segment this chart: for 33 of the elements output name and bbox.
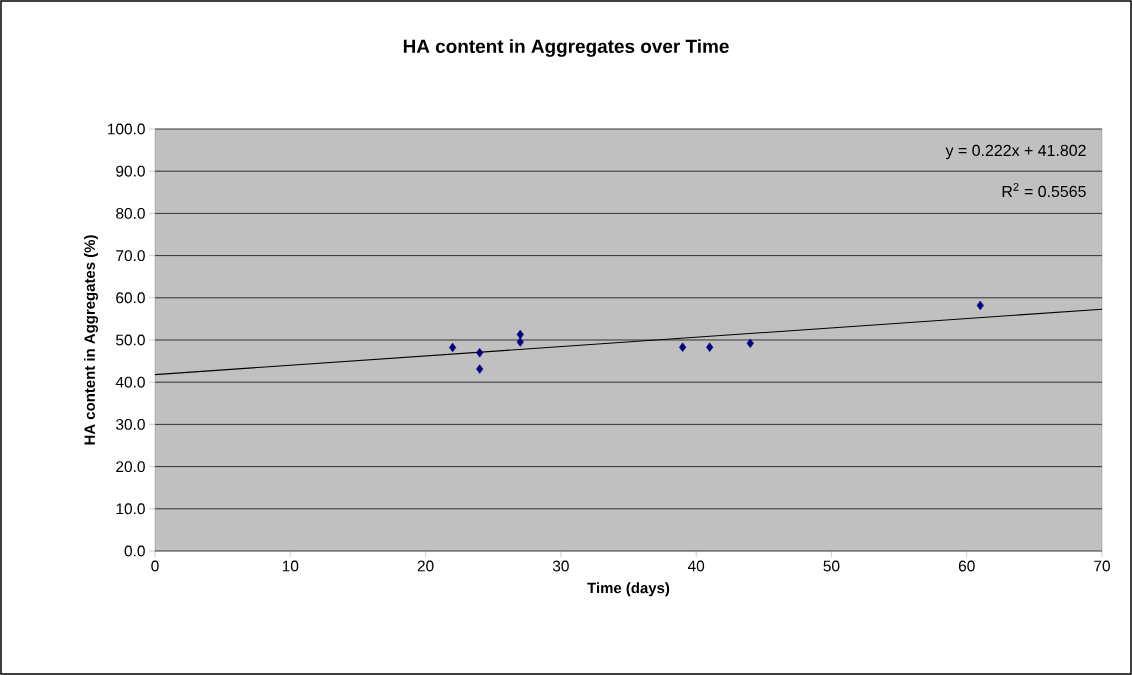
point xyxy=(449,342,457,353)
x-tick-label: 70 xyxy=(1094,560,1110,572)
y-tick-label: 40.0 xyxy=(115,376,145,388)
x-tick-label: 40 xyxy=(687,560,705,572)
point xyxy=(679,342,687,352)
x-tick-label: 0 xyxy=(151,560,159,572)
point xyxy=(476,347,484,358)
x-tick-label: 30 xyxy=(552,560,569,572)
annotation: R$^{2}$ = 0.5565 xyxy=(1002,182,1086,198)
point xyxy=(976,300,984,311)
y-tick-label: 100.0 xyxy=(108,123,145,135)
y-axis-title: HA content in Aggregates (%) xyxy=(84,235,98,445)
x-tick-label: 50 xyxy=(823,560,840,572)
point xyxy=(706,342,714,352)
y-tick-label: 0.0 xyxy=(124,545,145,557)
y-tick-label: 70.0 xyxy=(116,250,145,262)
point xyxy=(516,337,524,347)
y-tick-label: 80.0 xyxy=(116,207,145,219)
x-axis-title: Time (days) xyxy=(587,582,670,597)
chart-title: HA content in Aggregates over Time xyxy=(403,39,729,57)
x-tick-label: 60 xyxy=(958,560,975,572)
point xyxy=(746,338,754,349)
x-tick-label: 20 xyxy=(417,560,434,572)
annotation: y = 0.222x + 41.802 xyxy=(945,144,1086,160)
x-tick-label: 10 xyxy=(282,560,299,572)
y-tick-label: 60.0 xyxy=(116,292,145,304)
point xyxy=(476,364,484,374)
y-tick-label: 10.0 xyxy=(116,503,145,515)
y-tick-label: 50.0 xyxy=(116,334,145,346)
point xyxy=(516,329,524,340)
y-tick-label: 20.0 xyxy=(116,461,145,473)
y-tick-label: 30.0 xyxy=(116,418,145,430)
y-tick-label: 90.0 xyxy=(116,165,145,177)
